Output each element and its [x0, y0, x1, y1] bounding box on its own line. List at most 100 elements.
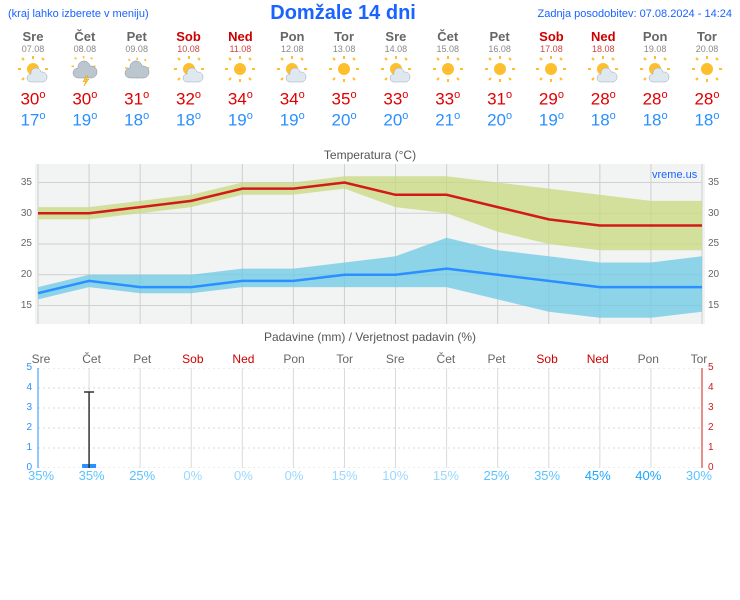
- day-date: 18.08: [578, 44, 628, 54]
- weather-icon: [630, 56, 680, 89]
- updated-label: Zadnja posodobitev:: [537, 8, 636, 20]
- precip-day: Tor: [320, 352, 370, 366]
- day-header: Čet08.08: [60, 29, 110, 54]
- temp-high: 32o: [164, 89, 214, 110]
- temp-low: 21o: [423, 110, 473, 131]
- temp-low: 20o: [319, 110, 369, 131]
- precip-day: Sre: [370, 352, 420, 366]
- precip-prob: 15%: [320, 468, 370, 483]
- precip-day: Sob: [522, 352, 572, 366]
- precip-day: Pet: [117, 352, 167, 366]
- weather-icon: [682, 56, 732, 89]
- day-name: Tor: [682, 29, 732, 44]
- day-date: 19.08: [630, 44, 680, 54]
- day-header: Pet16.08: [475, 29, 525, 54]
- temp-high: 35o: [319, 89, 369, 110]
- precip-day: Čet: [421, 352, 471, 366]
- day-header: Tor20.08: [682, 29, 732, 54]
- temp-high: 30o: [8, 89, 58, 110]
- precip-day: Pet: [471, 352, 521, 366]
- temp-low: 19o: [60, 110, 110, 131]
- precip-chart: 543210 543210: [8, 368, 732, 468]
- day-date: 15.08: [423, 44, 473, 54]
- precip-prob: 0%: [218, 468, 268, 483]
- day-date: 12.08: [267, 44, 317, 54]
- day-header: Čet15.08: [423, 29, 473, 54]
- weather-icon: [112, 56, 162, 89]
- temp-low: 18o: [112, 110, 162, 131]
- temperature-chart-block: Temperatura (°C) vreme.us353025201535302…: [8, 148, 732, 324]
- location-hint[interactable]: (kraj lahko izberete v meniju): [8, 8, 149, 20]
- temp-high: 29o: [526, 89, 576, 110]
- day-header: Pon12.08: [267, 29, 317, 54]
- precip-prob: 45%: [573, 468, 623, 483]
- day-name: Pon: [267, 29, 317, 44]
- temp-low: 19o: [267, 110, 317, 131]
- low-temps-row: 17o19o18o18o19o19o20o20o21o20o19o18o18o1…: [0, 110, 740, 131]
- temp-high: 31o: [112, 89, 162, 110]
- day-date: 07.08: [8, 44, 58, 54]
- day-header: Sre14.08: [371, 29, 421, 54]
- precip-y-axis-right: 543210: [705, 368, 733, 468]
- weather-icon: [423, 56, 473, 89]
- day-name: Sre: [371, 29, 421, 44]
- day-header: Pon19.08: [630, 29, 680, 54]
- day-name: Ned: [578, 29, 628, 44]
- precip-day: Pon: [623, 352, 673, 366]
- temp-high: 33o: [423, 89, 473, 110]
- precip-prob: 15%: [421, 468, 471, 483]
- day-name: Sre: [8, 29, 58, 44]
- day-date: 08.08: [60, 44, 110, 54]
- day-header: Sob10.08: [164, 29, 214, 54]
- weather-icon: [60, 56, 110, 89]
- precip-day: Sob: [168, 352, 218, 366]
- updated-value: 07.08.2024 - 14:24: [640, 8, 732, 20]
- day-name: Pet: [475, 29, 525, 44]
- temp-high: 28o: [630, 89, 680, 110]
- page-title: Domžale 14 dni: [270, 2, 416, 25]
- weather-icon: [215, 56, 265, 89]
- temp-high: 34o: [267, 89, 317, 110]
- precip-day: Ned: [573, 352, 623, 366]
- temp-high: 31o: [475, 89, 525, 110]
- temperature-chart: vreme.us35302520153530252015: [8, 164, 732, 324]
- precip-day: Ned: [218, 352, 268, 366]
- precip-day: Čet: [67, 352, 117, 366]
- precip-chart-block: Padavine (mm) / Verjetnost padavin (%) S…: [8, 330, 732, 483]
- temp-low: 18o: [164, 110, 214, 131]
- high-temps-row: 30o30o31o32o34o34o35o33o33o31o29o28o28o2…: [0, 89, 740, 110]
- day-name: Čet: [423, 29, 473, 44]
- precip-y-axis-left: 543210: [7, 368, 35, 468]
- precip-prob: 35%: [16, 468, 66, 483]
- precip-day: Pon: [269, 352, 319, 366]
- weather-icon: [8, 56, 58, 89]
- weather-icon: [164, 56, 214, 89]
- precip-prob: 25%: [471, 468, 521, 483]
- precip-prob: 40%: [623, 468, 673, 483]
- temp-high: 34o: [215, 89, 265, 110]
- day-name: Pet: [112, 29, 162, 44]
- day-header: Ned11.08: [215, 29, 265, 54]
- temp-low: 17o: [8, 110, 58, 131]
- day-header: Sob17.08: [526, 29, 576, 54]
- precip-day: Sre: [16, 352, 66, 366]
- day-name: Ned: [215, 29, 265, 44]
- day-header: Ned18.08: [578, 29, 628, 54]
- weather-icon: [578, 56, 628, 89]
- precip-prob-row: 35%35%25%0%0%0%15%10%15%25%35%45%40%30%: [8, 468, 732, 483]
- forecast-icons-row: [0, 54, 740, 89]
- temp-low: 19o: [215, 110, 265, 131]
- precip-prob: 35%: [522, 468, 572, 483]
- days-row: Sre07.08Čet08.08Pet09.08Sob10.08Ned11.08…: [0, 25, 740, 54]
- precip-prob: 10%: [370, 468, 420, 483]
- last-updated: Zadnja posodobitev: 07.08.2024 - 14:24: [537, 8, 732, 20]
- temp-low: 20o: [371, 110, 421, 131]
- temp-low: 20o: [475, 110, 525, 131]
- day-header: Tor13.08: [319, 29, 369, 54]
- day-header: Sre07.08: [8, 29, 58, 54]
- svg-text:vreme.us: vreme.us: [652, 169, 698, 181]
- temp-high: 28o: [578, 89, 628, 110]
- temp-high: 30o: [60, 89, 110, 110]
- temp-low: 18o: [630, 110, 680, 131]
- day-date: 13.08: [319, 44, 369, 54]
